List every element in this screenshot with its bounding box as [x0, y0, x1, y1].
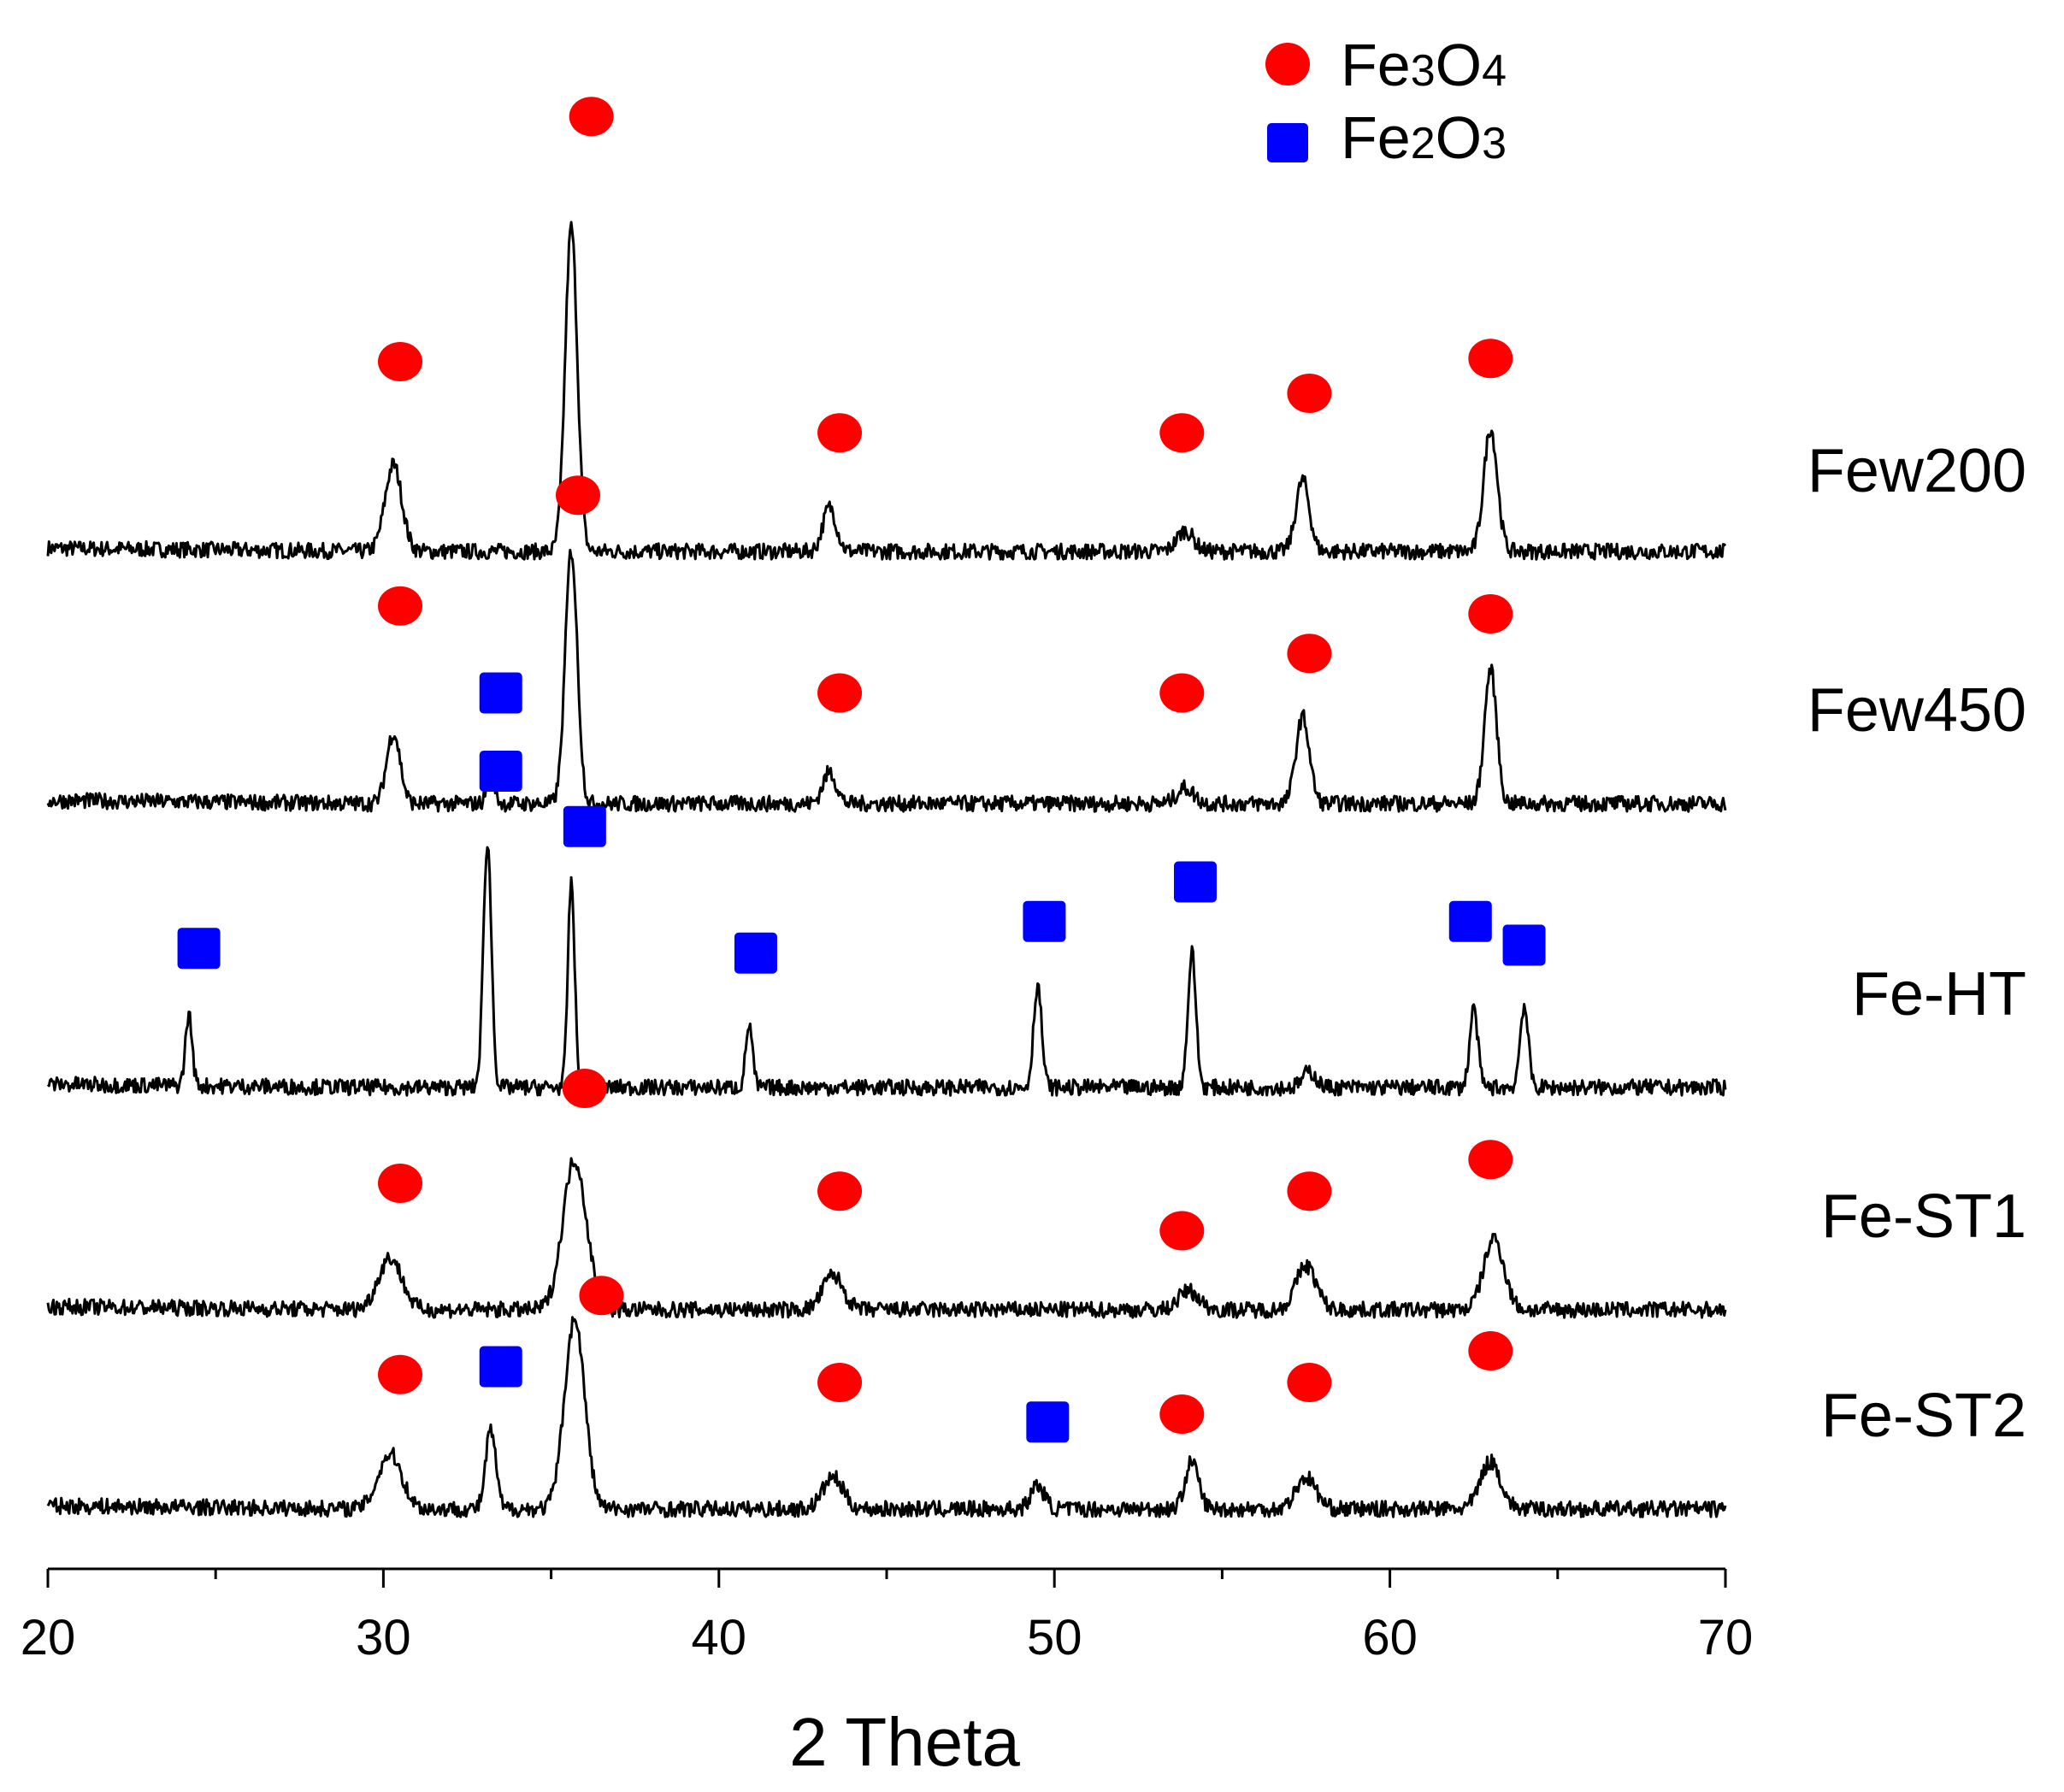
legend-fe2o3-marker [1267, 123, 1308, 162]
fe3o4-marker [378, 342, 423, 381]
fe3o4-marker [1468, 594, 1513, 634]
fe3o4-marker [378, 1354, 423, 1394]
series-label: Fe-ST2 [1821, 1382, 2026, 1450]
fe3o4-marker [1287, 1363, 1332, 1402]
fe3o4-marker [1468, 1140, 1513, 1180]
fe3o4-marker [817, 673, 863, 713]
series-label: Fe-HT [1852, 960, 2026, 1029]
x-tick-label: 40 [692, 1610, 747, 1665]
fe2o3-marker [177, 928, 221, 970]
fe3o4-marker [1287, 374, 1332, 413]
fe2o3-marker [1174, 861, 1218, 903]
series-line-fe-st2 [46, 1316, 1727, 1518]
x-tick-label: 30 [356, 1610, 411, 1665]
fe2o3-marker [1502, 924, 1546, 966]
x-axis: 20 30 40 50 60 70 [21, 1567, 1754, 1665]
series-line-fe-ht [46, 846, 1727, 1097]
fe3o4-marker [1468, 1331, 1513, 1371]
fe2o3-marker [1023, 900, 1066, 942]
series-line-few450 [46, 548, 1727, 813]
fe3o4-marker [817, 1171, 863, 1211]
fe3o4-marker [1159, 673, 1205, 713]
fe3o4-marker [378, 586, 423, 626]
fe3o4-marker [555, 475, 600, 516]
fe3o4-marker [569, 97, 614, 137]
fe3o4-marker [1468, 339, 1513, 379]
fe3o4-marker [1159, 1211, 1205, 1251]
series-line-few200 [46, 221, 1727, 561]
x-tick-label: 70 [1698, 1610, 1754, 1665]
fe3o4-marker [1159, 413, 1205, 453]
fe3o4-marker [579, 1276, 624, 1316]
fe2o3-marker [1448, 900, 1492, 942]
series-label: Fe-ST1 [1821, 1182, 2026, 1251]
fe3o4-marker [1287, 634, 1332, 674]
fe2o3-marker [479, 1346, 522, 1388]
series-line-fe-st1 [46, 1157, 1727, 1319]
fe3o4-marker [817, 413, 863, 453]
fe2o3-marker [563, 805, 606, 847]
marker-layer [177, 97, 1546, 1443]
series-label: Few200 [1807, 437, 2026, 505]
fe3o4-marker [562, 1069, 607, 1108]
series-layer [46, 221, 1727, 1518]
x-tick-label: 60 [1362, 1610, 1418, 1665]
fe3o4-marker [1159, 1394, 1205, 1434]
fe2o3-marker [734, 932, 777, 974]
series-label: Few450 [1807, 676, 2026, 745]
fe2o3-marker [1026, 1401, 1070, 1443]
fe3o4-marker [378, 1164, 423, 1203]
fe2o3-marker [479, 672, 522, 714]
legend-label: Fe2O3 [1341, 104, 1507, 171]
legend-label: Fe3O4 [1341, 32, 1507, 98]
fe2o3-marker [479, 751, 522, 792]
x-tick-label: 20 [21, 1610, 76, 1665]
fe3o4-marker [817, 1363, 863, 1402]
fe3o4-marker [1287, 1171, 1332, 1211]
x-tick-label: 50 [1027, 1610, 1082, 1665]
legend-fe3o4-marker [1265, 43, 1310, 85]
x-axis-title: 2 Theta [789, 1704, 1020, 1780]
series-label-layer: Few200 Few450 Fe-HT Fe-ST1 Fe-ST2 [1807, 437, 2026, 1450]
